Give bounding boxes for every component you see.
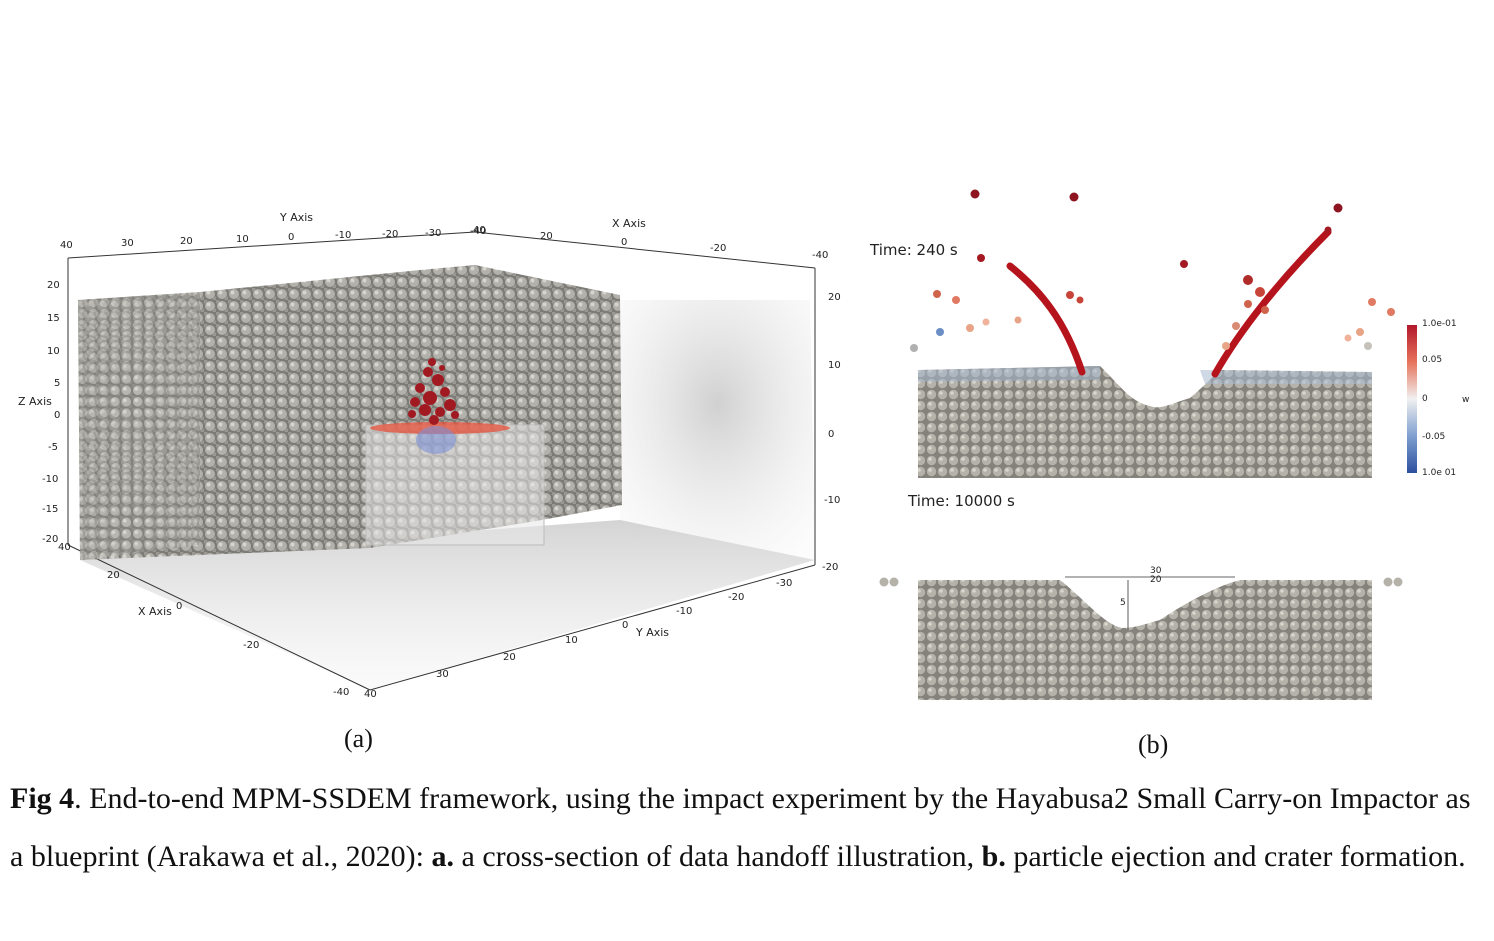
crater-ruler [1065, 576, 1235, 630]
bottom-y-ticks: 40 30 20 10 0 -10 -20 -30 [364, 578, 792, 700]
ejecta-curtain-right [1211, 228, 1332, 378]
y-axis-title-top: Y Axis [279, 211, 313, 224]
colorbar [1407, 325, 1417, 473]
z-axis-title: Z Axis [18, 395, 52, 408]
caption-b-label: b. [981, 840, 1006, 873]
bed-240s [918, 366, 1372, 478]
tick-label: 15 [47, 313, 60, 324]
ghost-particles-floor [80, 520, 815, 690]
colorbar-tick: 0.05 [1422, 355, 1442, 365]
tick-label: 10 [828, 360, 841, 371]
colorbar-tick: 1.0e-01 [1422, 319, 1457, 329]
y-axis-title-bottom: Y Axis [635, 626, 669, 639]
particle-block-side [78, 292, 200, 560]
tick-label: 20 [107, 570, 120, 581]
ruler-label: 30 [1150, 566, 1162, 576]
caption-a-text: a cross-section of data handoff illustra… [454, 840, 982, 873]
tick-label: -40 [333, 687, 349, 698]
caption-fig-number: Fig 4 [10, 782, 75, 815]
time-label-240s: Time: 240 s [870, 241, 958, 259]
tick-label: 30 [436, 669, 449, 680]
tick-label: -10 [676, 606, 692, 617]
impact-zone-blue [416, 426, 456, 454]
tick-label: -5 [48, 442, 58, 453]
tick-label: 20 [503, 652, 516, 663]
ejecta-cluster [408, 358, 459, 425]
tick-label: 20 [828, 292, 841, 303]
tick-label: -10 [335, 230, 351, 241]
tick-label: -20 [42, 534, 58, 545]
figure-caption: Fig 4. End-to-end MPM-SSDEM framework, u… [10, 770, 1490, 886]
colorbar-tick: 1.0e 01 [1422, 468, 1456, 478]
colorbar-tick: 0 [1422, 394, 1428, 404]
tick-label: 40 [60, 240, 73, 251]
tick-label: -20 [728, 592, 744, 603]
panel-b-label: (b) [1138, 730, 1169, 759]
tick-label: 20 [180, 236, 193, 247]
top-y-ticks: 40 30 20 10 0 -10 -20 -30 -40 [60, 226, 486, 251]
bottom-x-ticks: 40 20 0 -20 -40 [58, 542, 349, 698]
axis-frame [67, 231, 816, 691]
tick-label: 0 [828, 429, 834, 440]
tick-label: -40 [812, 250, 828, 261]
tick-label: 5 [54, 378, 60, 389]
ejecta-curtain-left [1006, 262, 1086, 376]
tick-label: 0 [621, 237, 627, 248]
tick-label: 40 [473, 225, 486, 236]
tick-label: -10 [42, 474, 58, 485]
caption-a-label: a. [431, 840, 455, 873]
tick-label: 40 [364, 689, 377, 700]
tick-label: 10 [236, 234, 249, 245]
tick-label: 40 [58, 542, 71, 553]
tick-label: 10 [565, 635, 578, 646]
tick-label: 10 [47, 346, 60, 357]
tick-label: -40 [470, 226, 486, 237]
ruler-label: 5 [1120, 598, 1126, 608]
tick-label: 0 [288, 232, 294, 243]
x-axis-title-top: X Axis [612, 217, 646, 230]
x-axis-title-bottom: X Axis [138, 605, 172, 618]
tick-label: 0 [622, 620, 628, 631]
tick-label: -20 [243, 640, 259, 651]
bed-10000s [918, 580, 1372, 700]
tick-label: -30 [425, 228, 441, 239]
tick-label: -15 [42, 504, 58, 515]
time-label-10000s: Time: 10000 s [908, 492, 1015, 510]
panel-a-3d-plot: Y Axis X Axis Z Axis X Axis Y Axis 40 30… [18, 211, 841, 700]
tick-label: 20 [47, 280, 60, 291]
tick-label: 0 [54, 410, 60, 421]
bed-surface-blue [918, 366, 1100, 382]
tick-label: 0 [176, 601, 182, 612]
top-x-ticks: 40 20 0 -20 -40 [473, 225, 828, 261]
panel-a-label: (a) [344, 724, 373, 753]
tick-label: -10 [824, 495, 840, 506]
ruler-label: 20 [1150, 575, 1162, 585]
tick-label: -30 [776, 578, 792, 589]
caption-b-text: particle ejection and crater formation. [1005, 840, 1466, 873]
tick-label: 30 [121, 238, 134, 249]
ghost-particles-right [620, 300, 815, 560]
ejecta-particles [910, 189, 1395, 352]
tick-label: 20 [540, 231, 553, 242]
panel-b-simulation: 1.0e-01 0.05 0 -0.05 1.0e 01 w 30 20 5 [879, 189, 1469, 700]
right-z-ticks: 20 10 0 -10 -20 [822, 292, 841, 573]
caption-text: . End-to-end MPM-SSDEM framework, using … [10, 782, 1471, 873]
tick-label: -20 [382, 229, 398, 240]
tick-label: -20 [822, 562, 838, 573]
tick-label: -20 [710, 243, 726, 254]
colorbar-tick: -0.05 [1422, 432, 1445, 442]
left-z-ticks: 20 15 10 5 0 -5 -10 -15 -20 [42, 280, 60, 545]
colorbar-title: w [1462, 395, 1469, 405]
